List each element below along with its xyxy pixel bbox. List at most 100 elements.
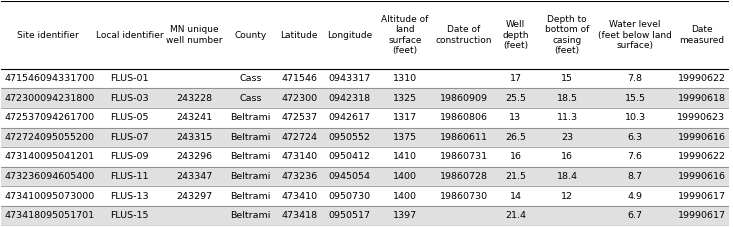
- Text: FLUS-01: FLUS-01: [111, 74, 149, 83]
- Text: County: County: [235, 30, 267, 39]
- Text: 471546094331700: 471546094331700: [4, 74, 95, 83]
- Text: 1375: 1375: [393, 133, 417, 142]
- Text: 1410: 1410: [393, 153, 417, 161]
- Text: 473140: 473140: [281, 153, 317, 161]
- Text: Latitude: Latitude: [281, 30, 318, 39]
- Text: FLUS-11: FLUS-11: [111, 172, 149, 181]
- Text: 243297: 243297: [177, 192, 213, 201]
- Text: 0950517: 0950517: [328, 211, 370, 220]
- Text: 19860611: 19860611: [440, 133, 487, 142]
- Bar: [1, 186, 729, 206]
- Text: 17: 17: [509, 74, 521, 83]
- Text: 473236: 473236: [281, 172, 317, 181]
- Text: 7.8: 7.8: [627, 74, 643, 83]
- Text: Water level
(feet below land
surface): Water level (feet below land surface): [598, 20, 672, 50]
- Text: 19860806: 19860806: [440, 113, 487, 122]
- Text: 12: 12: [561, 192, 573, 201]
- Text: 10.3: 10.3: [625, 113, 646, 122]
- Text: 21.5: 21.5: [505, 172, 526, 181]
- Text: 243241: 243241: [177, 113, 213, 122]
- Text: 473418095051701: 473418095051701: [4, 211, 95, 220]
- Text: 8.7: 8.7: [627, 172, 643, 181]
- Text: Date
measured: Date measured: [679, 25, 724, 45]
- Text: 15.5: 15.5: [625, 94, 646, 103]
- Text: 473236094605400: 473236094605400: [4, 172, 95, 181]
- Text: 473410: 473410: [281, 192, 317, 201]
- Text: 19860731: 19860731: [440, 153, 488, 161]
- Text: 7.6: 7.6: [627, 153, 643, 161]
- Text: FLUS-07: FLUS-07: [111, 133, 149, 142]
- Text: 1325: 1325: [393, 94, 417, 103]
- Text: Altitude of
land
surface
(feet): Altitude of land surface (feet): [381, 15, 429, 55]
- Text: 21.4: 21.4: [505, 211, 526, 220]
- Text: 16: 16: [561, 153, 573, 161]
- Text: 1397: 1397: [393, 211, 417, 220]
- Text: 1310: 1310: [393, 74, 417, 83]
- Text: 19990616: 19990616: [677, 172, 726, 181]
- Text: FLUS-05: FLUS-05: [111, 113, 149, 122]
- Text: 19860909: 19860909: [440, 94, 487, 103]
- Text: FLUS-09: FLUS-09: [111, 153, 149, 161]
- Text: MN unique
well number: MN unique well number: [166, 25, 223, 45]
- Bar: [1, 88, 729, 108]
- Text: 19990616: 19990616: [677, 133, 726, 142]
- Bar: [1, 108, 729, 128]
- Text: 13: 13: [509, 113, 521, 122]
- Text: 0942318: 0942318: [328, 94, 370, 103]
- Text: 19860728: 19860728: [440, 172, 487, 181]
- Text: 19990617: 19990617: [677, 211, 726, 220]
- Bar: [1, 69, 729, 88]
- Text: 1317: 1317: [393, 113, 417, 122]
- Text: 4.9: 4.9: [627, 192, 643, 201]
- Text: Cass: Cass: [239, 74, 262, 83]
- Text: 0945054: 0945054: [328, 172, 370, 181]
- Text: 1400: 1400: [393, 172, 417, 181]
- Text: 243228: 243228: [177, 94, 213, 103]
- Text: 243315: 243315: [177, 133, 213, 142]
- Text: 1400: 1400: [393, 192, 417, 201]
- Text: 6.3: 6.3: [627, 133, 643, 142]
- Text: 473410095073000: 473410095073000: [4, 192, 95, 201]
- Text: 473140095041201: 473140095041201: [4, 153, 95, 161]
- Text: Beltrami: Beltrami: [230, 153, 270, 161]
- Text: 0950412: 0950412: [328, 153, 370, 161]
- Text: 0943317: 0943317: [328, 74, 370, 83]
- Text: Date of
construction: Date of construction: [435, 25, 492, 45]
- Text: 23: 23: [561, 133, 573, 142]
- Bar: [1, 167, 729, 186]
- Text: 472537: 472537: [281, 113, 317, 122]
- Text: Cass: Cass: [239, 94, 262, 103]
- Text: 473418: 473418: [281, 211, 317, 220]
- Text: 243296: 243296: [177, 153, 213, 161]
- Text: FLUS-03: FLUS-03: [110, 94, 149, 103]
- Text: Site identifier: Site identifier: [18, 30, 79, 39]
- Text: Beltrami: Beltrami: [230, 113, 270, 122]
- Text: 19860730: 19860730: [440, 192, 488, 201]
- Text: Longitude: Longitude: [327, 30, 372, 39]
- Text: 19990618: 19990618: [677, 94, 726, 103]
- Text: 26.5: 26.5: [505, 133, 526, 142]
- Text: 0942617: 0942617: [328, 113, 370, 122]
- Text: Local identifier: Local identifier: [96, 30, 163, 39]
- Text: 0950552: 0950552: [328, 133, 370, 142]
- Text: 472300: 472300: [281, 94, 317, 103]
- Text: 19990623: 19990623: [677, 113, 726, 122]
- Text: Beltrami: Beltrami: [230, 211, 270, 220]
- Text: 11.3: 11.3: [556, 113, 578, 122]
- Bar: [1, 147, 729, 167]
- Text: Beltrami: Beltrami: [230, 192, 270, 201]
- Text: 243347: 243347: [177, 172, 213, 181]
- Text: FLUS-15: FLUS-15: [111, 211, 149, 220]
- Text: 6.7: 6.7: [627, 211, 643, 220]
- Text: Beltrami: Beltrami: [230, 172, 270, 181]
- Text: 472724: 472724: [281, 133, 317, 142]
- Text: 19990617: 19990617: [677, 192, 726, 201]
- Text: FLUS-13: FLUS-13: [110, 192, 149, 201]
- Text: 472724095055200: 472724095055200: [4, 133, 95, 142]
- Text: 14: 14: [509, 192, 521, 201]
- Text: 15: 15: [561, 74, 573, 83]
- Text: 25.5: 25.5: [505, 94, 526, 103]
- Text: Well
depth
(feet): Well depth (feet): [502, 20, 528, 50]
- Bar: [1, 128, 729, 147]
- Text: 471546: 471546: [281, 74, 317, 83]
